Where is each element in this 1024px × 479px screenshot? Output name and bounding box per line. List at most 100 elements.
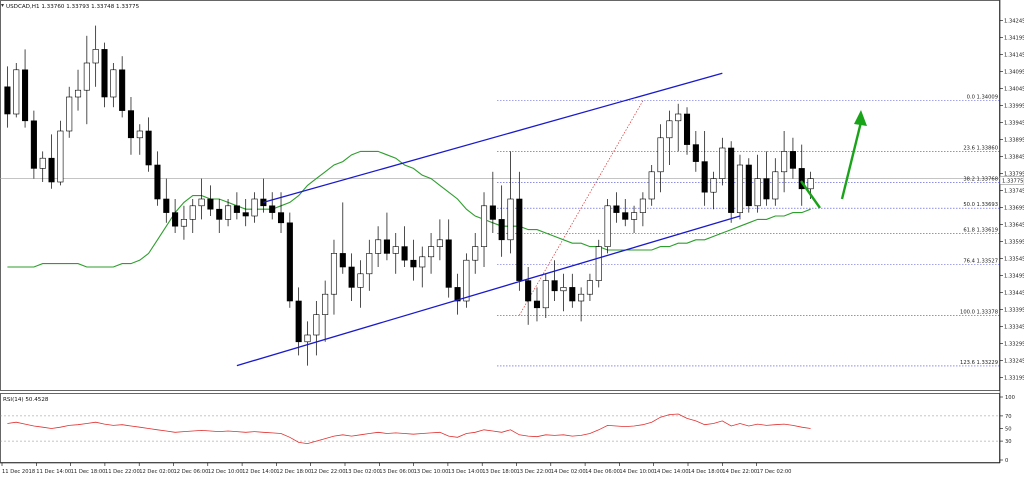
- price-tick-label: 1.34145: [1004, 53, 1024, 59]
- candle-body: [83, 62, 90, 91]
- candle-body: [542, 280, 549, 309]
- time-tick-label: 17 Dec 02:00: [757, 469, 792, 475]
- time-tick-label: 11 Dec 14:00: [36, 469, 71, 475]
- candle-body: [216, 208, 223, 220]
- candle-body: [710, 178, 717, 193]
- candle-body: [30, 120, 37, 169]
- time-tick-label: 13 Dec 02:00: [345, 469, 380, 475]
- candle-body: [489, 205, 496, 220]
- candle-body: [39, 157, 46, 169]
- candle-body: [533, 300, 541, 309]
- candle-body: [286, 222, 293, 302]
- trend-channel-line: [263, 72, 723, 204]
- candle-body: [207, 198, 214, 210]
- projection-arrow-head: [854, 110, 867, 126]
- candle-body: [639, 198, 646, 213]
- time-tick-label: 14 Dec 10:00: [619, 469, 654, 475]
- fib-level-label: 38.2 1.33768: [963, 177, 998, 183]
- rsi-tick-label: 50: [1005, 427, 1012, 433]
- time-tick-label: 14 Dec 18:00: [688, 469, 723, 475]
- candle-body: [675, 113, 682, 122]
- fib-diagonal-line: [519, 100, 644, 316]
- candle-body: [428, 246, 435, 258]
- candle-body: [622, 212, 629, 220]
- time-tick-label: 11 Dec 22:00: [105, 469, 140, 475]
- price-tick-label: 1.33495: [1004, 274, 1024, 280]
- candle-body: [754, 178, 761, 207]
- candle-body: [322, 293, 329, 315]
- chart-title: USDCAD,H1 1.33760 1.33793 1.33748 1.3377…: [6, 4, 140, 10]
- candle-body: [127, 110, 135, 139]
- price-tick-label: 1.33245: [1004, 359, 1024, 365]
- time-tick-label: 13 Dec 06:00: [379, 469, 414, 475]
- candle-body: [330, 253, 338, 295]
- price-panel-frame: [0, 0, 1000, 391]
- candle-body: [569, 287, 576, 302]
- candle-body: [613, 205, 620, 213]
- candle-body: [339, 253, 346, 268]
- rsi-tick-label: 100: [1005, 395, 1015, 401]
- candle-body: [66, 96, 73, 132]
- candle-body: [463, 259, 470, 302]
- price-tick-label: 1.33695: [1004, 206, 1024, 212]
- candle-body: [595, 246, 602, 281]
- price-tick-label: 1.33545: [1004, 257, 1024, 263]
- time-tick-label: 14 Dec 14:00: [654, 469, 689, 475]
- price-tick-label: 1.33295: [1004, 342, 1024, 348]
- candle-body: [366, 253, 373, 275]
- time-tick-label: 14 Dec 02:00: [551, 469, 586, 475]
- candle-body: [225, 205, 232, 220]
- rsi-panel-frame: [0, 393, 1000, 463]
- candle-body: [101, 49, 108, 98]
- time-tick-label: 13 Dec 18:00: [482, 469, 517, 475]
- candle-body: [798, 168, 805, 190]
- candle-body: [692, 144, 699, 162]
- price-tick-label: 1.33845: [1004, 155, 1024, 161]
- time-tick-label: 12 Dec 14:00: [242, 469, 277, 475]
- price-tick-label: 1.33995: [1004, 104, 1024, 110]
- candle-body: [4, 86, 11, 115]
- time-tick-label: 11 Dec 2018: [2, 469, 35, 475]
- candle-body: [269, 205, 276, 213]
- rsi-line: [7, 413, 811, 445]
- candle-body: [242, 212, 249, 217]
- candle-body: [154, 164, 161, 200]
- price-tick-label: 1.33945: [1004, 121, 1024, 127]
- candle-body: [401, 246, 408, 261]
- time-tick-label: 12 Dec 06:00: [174, 469, 209, 475]
- rsi-tick-label: 70: [1005, 414, 1012, 420]
- price-tick-label: 1.33395: [1004, 308, 1024, 314]
- candle-body: [198, 198, 205, 207]
- price-tick-label: 1.33645: [1004, 223, 1024, 229]
- time-tick-label: 13 Dec 14:00: [448, 469, 483, 475]
- candle-body: [375, 239, 382, 254]
- candle-body: [745, 164, 752, 207]
- candle-body: [683, 113, 691, 145]
- candle-body: [410, 259, 417, 268]
- fib-level-label: 76.4 1.33527: [963, 259, 998, 265]
- candle-body: [445, 239, 452, 288]
- candle-body: [586, 280, 593, 295]
- time-tick-label: 13 Dec 22:00: [517, 469, 552, 475]
- time-tick-label: 12 Dec 02:00: [139, 469, 174, 475]
- rsi-title: RSI(14) 50.4528: [3, 397, 49, 403]
- projection-arrow-down: [800, 180, 821, 209]
- current-price-tag: [999, 176, 1024, 185]
- current-price-label: 1.33775: [1002, 178, 1023, 184]
- candle-body: [92, 49, 99, 64]
- time-tick-label: 12 Dec 22:00: [311, 469, 346, 475]
- price-tick-label: 1.34245: [1004, 19, 1024, 25]
- fib-level-label: 0.0 1.34009: [967, 95, 998, 101]
- candle-body: [233, 205, 240, 213]
- candle-body: [48, 157, 55, 183]
- candle-body: [516, 198, 523, 281]
- candle-body: [57, 130, 64, 183]
- time-tick-label: 11 Dec 18:00: [71, 469, 106, 475]
- candle-body: [74, 89, 82, 98]
- chart-title-marker-icon: [1, 4, 4, 7]
- candle-body: [295, 300, 302, 343]
- candle-body: [666, 120, 673, 139]
- price-tick-label: 1.33795: [1004, 172, 1024, 178]
- candle-body: [119, 69, 126, 111]
